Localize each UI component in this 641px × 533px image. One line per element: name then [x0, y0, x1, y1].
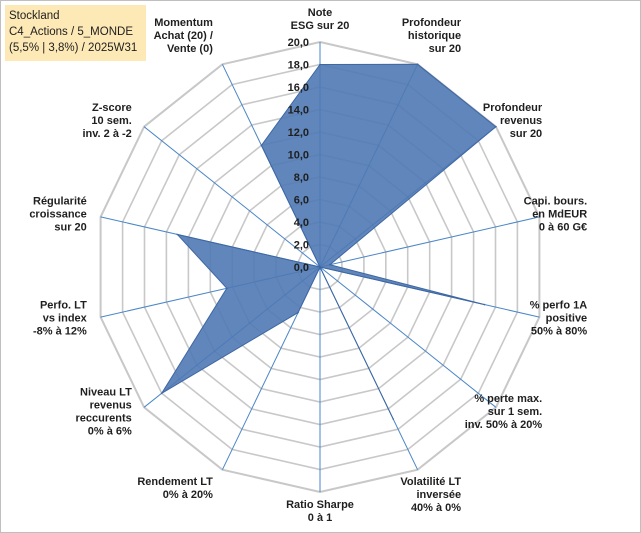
data-point	[260, 144, 263, 147]
axis-label-line: reccurents	[76, 412, 132, 424]
axis-label-line: Volatilité LT	[400, 476, 461, 488]
axis-label-line: positive	[546, 312, 588, 324]
radar-series	[160, 63, 497, 420]
axis-label-line: % perte max.	[474, 393, 542, 405]
data-point	[176, 233, 179, 236]
axis-label-line: sur 1 sem.	[488, 406, 542, 418]
axis-label: Niveau LT revenus reccurents 0% à 6%	[76, 386, 133, 437]
axis-label-line: Ratio Sharpe	[286, 499, 354, 511]
axis-label-line: en MdEUR	[532, 209, 587, 221]
tick-label: 4,0	[294, 217, 309, 229]
axis-label-line: sur 20	[429, 43, 461, 55]
data-point	[416, 63, 419, 66]
axis-label-line: historique	[408, 30, 461, 42]
axis-label-line: 50% à 80%	[531, 325, 587, 337]
axis-label-line: vs index	[43, 312, 88, 324]
tick-label: 0,0	[294, 262, 309, 274]
axis-label: Z-score 10 sem. inv. 2 à -2	[82, 102, 131, 140]
axis-label-line: 0% à 20%	[163, 489, 213, 501]
tick-label: 16,0	[288, 82, 309, 94]
tick-label: 14,0	[288, 105, 309, 117]
axis-labels: Note ESG sur 20 Profondeur historique sur 20…	[29, 7, 587, 524]
data-area	[161, 63, 497, 420]
axis-label-line: Vente (0)	[167, 43, 213, 55]
tick-label: 6,0	[294, 195, 309, 207]
axis-label-line: sur 20	[54, 222, 86, 234]
tick-label: 2,0	[294, 240, 309, 252]
tick-label: 8,0	[294, 172, 309, 184]
axis-label: Perfo. LT vs index -8% à 12%	[33, 299, 88, 337]
axis-spoke	[319, 266, 497, 408]
data-point	[297, 311, 299, 314]
axis-label-line: sur 20	[510, 128, 542, 140]
axis-label-line: Z-score	[92, 102, 132, 114]
axis-label-line: % perfo 1A	[530, 299, 588, 311]
tick-label: 10,0	[288, 150, 309, 162]
data-point	[329, 263, 331, 266]
axis-label: Capi. bours. en MdEUR 0 à 60 G€	[524, 196, 588, 234]
radial-tick-labels: 0,0 2,0 4,0 6,0 8,0 10,0 12,0 14,0 16,0 18,0 20,0	[288, 37, 309, 274]
tick-label: 12,0	[288, 127, 309, 139]
axis-label-line: 0 à 1	[308, 512, 332, 524]
axis-label-line: -8% à 12%	[33, 325, 87, 337]
tick-label: 20,0	[288, 37, 309, 49]
tick-label: 18,0	[288, 60, 309, 72]
title-box: Stockland C4_Actions / 5_MONDE (5,5% | 3…	[5, 5, 146, 61]
data-point	[495, 125, 497, 128]
axis-label-line: croissance	[29, 209, 86, 221]
data-point	[160, 392, 163, 395]
data-point	[483, 303, 486, 306]
axis-spoke	[143, 126, 321, 268]
axis-label-line: Momentum	[154, 17, 213, 29]
axis-label-line: revenus	[90, 399, 132, 411]
data-point	[392, 418, 395, 420]
axis-label-line: Achat (20) /	[154, 30, 213, 42]
axis-label: Rendement LT 0% à 20%	[137, 476, 213, 501]
title-name: Stockland	[9, 10, 60, 22]
axis-label-line: inversée	[416, 489, 461, 501]
data-point	[226, 287, 228, 290]
axis-label-line: Note	[308, 7, 332, 19]
axis-label: Profondeur revenus sur 20	[483, 102, 543, 140]
axis-label-line: 10 sem.	[91, 115, 131, 127]
title-portfolio: C4_Actions / 5_MONDE	[9, 26, 133, 38]
title-period: (5,5% | 3,8%) / 2025W31	[9, 42, 138, 54]
axis-label: Volatilité LT inversée 40% à 0%	[400, 476, 461, 514]
axis-label: % perte max. sur 1 sem. inv. 50% à 20%	[465, 393, 543, 431]
axis-label: Note ESG sur 20	[291, 7, 350, 32]
axis-label-line: 0 à 60 G€	[539, 222, 587, 234]
axis-label-line: inv. 2 à -2	[82, 128, 131, 140]
axis-label-line: ESG sur 20	[291, 20, 350, 32]
axis-label-line: inv. 50% à 20%	[465, 419, 543, 431]
axis-label: Régularité croissance sur 20	[29, 196, 86, 234]
axis-label-line: Profondeur	[483, 102, 543, 114]
axis-label-line: Niveau LT	[80, 386, 132, 398]
axis-label: Momentum Achat (20) / Vente (0)	[154, 17, 214, 55]
axis-label: Ratio Sharpe 0 à 1	[286, 499, 354, 524]
axis-label: Profondeur historique sur 20	[402, 17, 462, 55]
axis-label-line: Perfo. LT	[40, 299, 87, 311]
axis-label-line: Rendement LT	[137, 476, 213, 488]
axis-label-line: Capi. bours.	[524, 196, 588, 208]
axis-label: % perfo 1A positive 50% à 80%	[530, 299, 588, 337]
axis-label-line: 0% à 6%	[88, 425, 132, 437]
axis-label-line: 40% à 0%	[411, 502, 461, 514]
axis-label-line: Régularité	[33, 196, 87, 208]
axis-label-line: Profondeur	[402, 17, 462, 29]
axis-label-line: revenus	[500, 115, 542, 127]
data-point	[319, 266, 321, 268]
data-point	[319, 63, 321, 66]
axis-spoke	[319, 216, 540, 268]
